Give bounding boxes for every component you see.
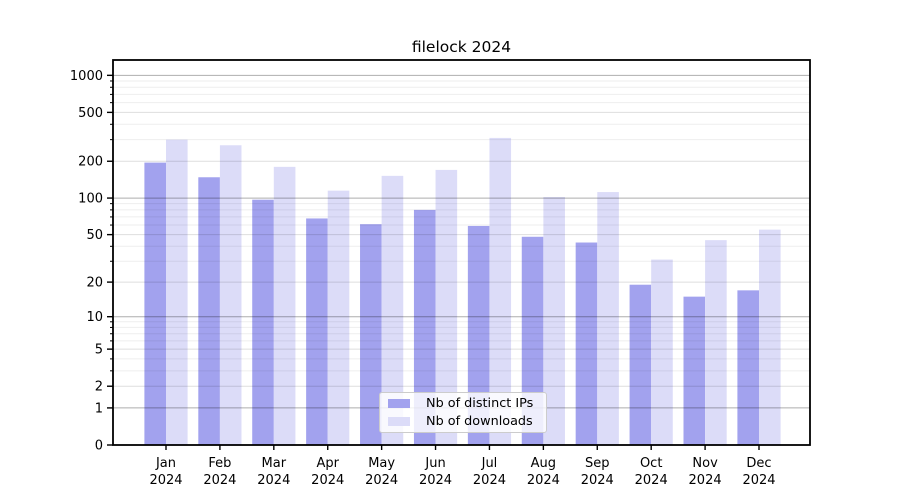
legend-swatch-distinct-ips: [388, 398, 410, 409]
bar-nb-of-downloads-aug: [543, 197, 565, 445]
bar-nb-of-distinct-ips-nov: [683, 296, 706, 445]
axes-frame: [112, 59, 811, 446]
x-tick-label-jan: Jan 2024: [149, 456, 182, 488]
y-tick-label-500: 500: [78, 106, 103, 121]
bar-nb-of-downloads-jun: [435, 169, 458, 445]
x-tick-label-sep: Sep 2024: [581, 456, 614, 488]
bar-nb-of-distinct-ips-mar: [252, 199, 274, 445]
bar-nb-of-distinct-ips-may: [360, 224, 382, 445]
bar-nb-of-downloads-may: [381, 175, 404, 445]
bar-nb-of-distinct-ips-jul: [467, 225, 490, 445]
y-tick-label-2: 2: [95, 380, 103, 395]
bar-nb-of-downloads-apr: [327, 190, 350, 445]
bar-nb-of-downloads-nov: [705, 240, 727, 445]
y-tick-label-50: 50: [86, 228, 103, 243]
y-tick-label-5: 5: [95, 343, 103, 358]
y-tick-label-200: 200: [78, 155, 103, 170]
x-tick-label-dec: Dec 2024: [742, 456, 775, 488]
y-tick-label-10: 10: [86, 310, 103, 325]
legend-label-downloads: Nb of downloads: [426, 414, 533, 429]
bar-nb-of-distinct-ips-feb: [198, 177, 220, 445]
bar-nb-of-distinct-ips-sep: [575, 242, 598, 445]
x-tick-label-jun: Jun 2024: [419, 456, 452, 488]
bar-nb-of-downloads-oct: [651, 259, 673, 445]
x-tick-label-apr: Apr 2024: [311, 456, 344, 488]
legend-label-distinct-ips: Nb of distinct IPs: [426, 396, 534, 411]
x-tick-label-nov: Nov 2024: [689, 456, 722, 488]
bar-nb-of-downloads-sep: [597, 192, 619, 445]
y-tick-label-20: 20: [86, 276, 103, 291]
y-tick-label-100: 100: [78, 192, 103, 207]
bar-nb-of-distinct-ips-jun: [413, 209, 436, 445]
legend-item-distinct-ips: Nb of distinct IPs: [386, 396, 540, 411]
y-tick-label-1: 1: [95, 401, 103, 416]
chart-title: filelock 2024: [411, 38, 512, 56]
x-tick-label-may: May 2024: [365, 456, 398, 488]
x-tick-label-aug: Aug 2024: [527, 456, 560, 488]
x-tick-label-oct: Oct 2024: [635, 456, 668, 488]
bar-nb-of-downloads-dec: [758, 229, 781, 445]
bar-nb-of-downloads-jan: [166, 139, 188, 445]
legend-swatch-downloads: [388, 416, 410, 427]
legend-item-downloads: Nb of downloads: [386, 414, 540, 429]
bar-nb-of-distinct-ips-dec: [737, 290, 759, 445]
bar-nb-of-downloads-feb: [219, 145, 242, 445]
x-tick-label-jul: Jul 2024: [473, 456, 506, 488]
x-tick-label-mar: Mar 2024: [257, 456, 290, 488]
x-tick-label-feb: Feb 2024: [203, 456, 236, 488]
bar-nb-of-downloads-mar: [273, 166, 296, 445]
bar-nb-of-distinct-ips-jan: [144, 162, 166, 445]
bar-nb-of-distinct-ips-apr: [306, 218, 328, 445]
legend: Nb of distinct IPs Nb of downloads: [379, 392, 547, 433]
bar-nb-of-distinct-ips-oct: [629, 284, 652, 445]
y-tick-label-0: 0: [95, 439, 103, 454]
y-tick-label-1000: 1000: [70, 69, 103, 84]
bar-nb-of-downloads-jul: [489, 137, 512, 446]
